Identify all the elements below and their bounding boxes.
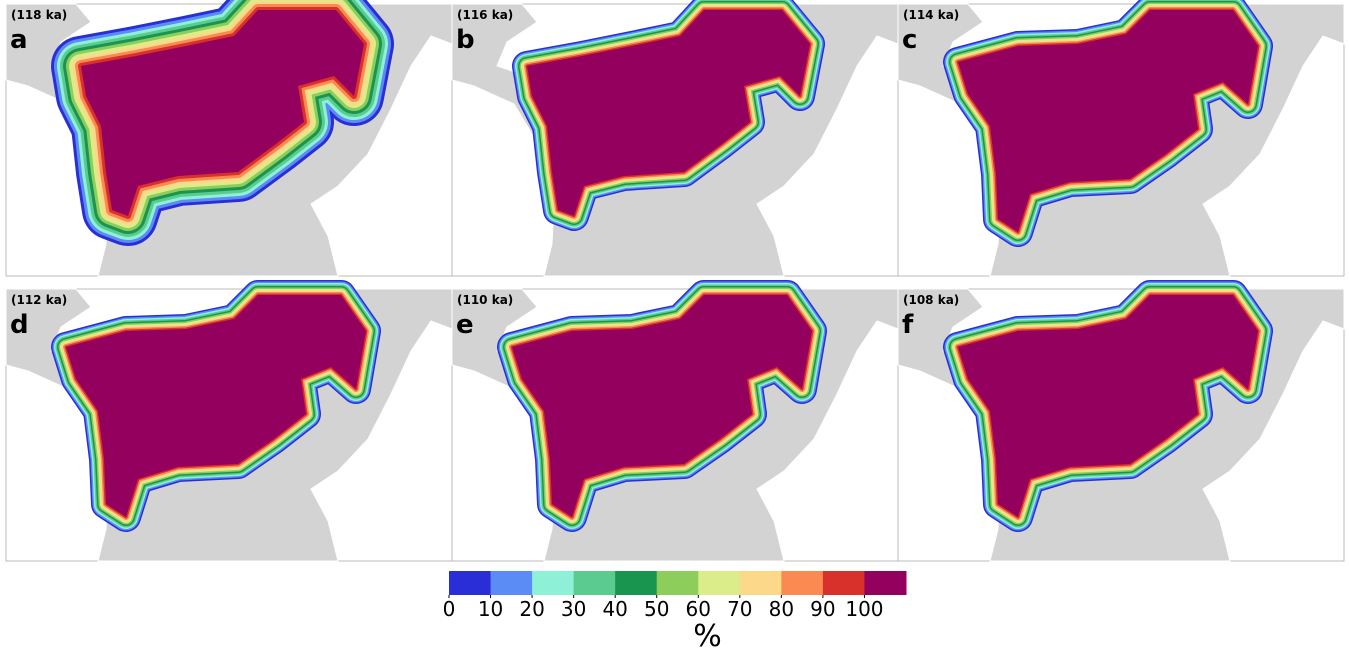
colorbar-tick-label: 0: [443, 597, 456, 621]
ice-core: [958, 10, 1258, 232]
panel-letter: e: [456, 310, 474, 340]
panel-time: (114 ka): [903, 8, 959, 22]
colorbar-segment: [449, 571, 492, 595]
map-panel: (112 ka) d: [5, 280, 453, 562]
panel-time: (110 ka): [457, 293, 513, 307]
map-panel: (108 ka) f: [897, 280, 1345, 562]
colorbar-segment: [656, 571, 699, 595]
map-panel: (110 ka) e: [451, 280, 899, 562]
panel-letter: a: [10, 25, 28, 55]
panel-letter: b: [456, 25, 475, 55]
colorbar-tick-label: 80: [769, 597, 794, 621]
colorbar-segment: [864, 571, 907, 595]
colorbar-tick-label: 30: [561, 597, 586, 621]
colorbar-tick-label: 100: [845, 597, 883, 621]
map-panel: (116 ka) b: [451, 0, 899, 277]
ice-core: [527, 10, 810, 216]
colorbar-segment: [739, 571, 782, 595]
colorbar-tick-label: 70: [727, 597, 752, 621]
colorbar-tick-label: 40: [602, 597, 627, 621]
panel-letter: c: [902, 25, 917, 55]
panel-letter: f: [902, 310, 914, 340]
colorbar-tick-label: 60: [686, 597, 711, 621]
colorbar-segment: [781, 571, 824, 595]
panel-letter: d: [10, 310, 29, 340]
colorbar-segment: [573, 571, 616, 595]
colorbar-label: %: [693, 619, 722, 648]
colorbar-segment: [698, 571, 741, 595]
panel-time: (108 ka): [903, 293, 959, 307]
panel-time: (118 ka): [11, 8, 67, 22]
colorbar-tick-label: 50: [644, 597, 669, 621]
map-panel: (118 ka) a: [5, 0, 453, 277]
colorbar-tick-label: 10: [478, 597, 503, 621]
panel-time: (112 ka): [11, 293, 67, 307]
colorbar-segment: [822, 571, 865, 595]
ice-core: [66, 295, 366, 517]
ice-core: [512, 295, 812, 517]
map-panel: (114 ka) c: [897, 0, 1345, 277]
ice-core: [958, 295, 1258, 517]
colorbar-segment: [615, 571, 658, 595]
colorbar-tick-label: 90: [810, 597, 835, 621]
colorbar-segment: [490, 571, 533, 595]
ice-core: [81, 10, 364, 216]
panel-time: (116 ka): [457, 8, 513, 22]
colorbar-segment: [532, 571, 575, 595]
colorbar-tick-label: 20: [519, 597, 544, 621]
